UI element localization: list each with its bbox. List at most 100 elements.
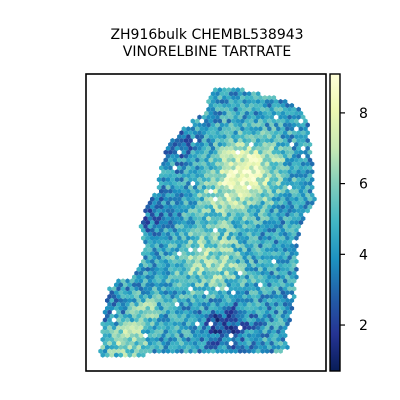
hexbin-cell (253, 329, 259, 335)
hexbin-cell (150, 212, 155, 218)
hexbin-cell (161, 177, 166, 183)
hexbin-cell (172, 344, 178, 350)
hexbin-cell (188, 177, 193, 183)
hexbin-cell (161, 192, 166, 198)
hexbin-cell (181, 243, 187, 249)
hexbin-cell (217, 251, 223, 257)
hexbin-cell (145, 274, 150, 280)
hexbin-cell (179, 348, 184, 354)
hexbin-cell (172, 329, 178, 335)
hexbin-cell (143, 348, 148, 354)
hexbin-cell (278, 169, 283, 175)
hexbin-cell (199, 243, 205, 249)
hexbin-cell (269, 192, 274, 198)
hexbin-cell (145, 336, 150, 343)
hexbin-cell (217, 87, 223, 93)
hexbin-cell (147, 208, 153, 214)
hexbin-cell (129, 278, 135, 284)
hexbin-cell (199, 313, 205, 319)
hexbin-cell (300, 122, 306, 128)
hexbin-cell (267, 344, 272, 350)
hexbin-cell (208, 251, 214, 257)
hexbin-cell (276, 329, 281, 335)
hexbin-cell (197, 184, 202, 190)
hexbin-cell (278, 333, 283, 339)
hexbin-cell (208, 165, 214, 171)
hexbin-cell (159, 173, 164, 179)
hexbin-cell (159, 258, 164, 265)
hexbin-cell (294, 173, 299, 179)
hexbin-cell (246, 301, 252, 307)
hexbin-cell (172, 336, 178, 343)
hexbin-cell (210, 348, 216, 354)
hexbin-cell (280, 165, 286, 171)
hexbin-cell (199, 126, 205, 132)
hexbin-cell (267, 243, 272, 249)
hexbin-cell (269, 231, 274, 237)
hexbin-cell (235, 126, 241, 132)
hexbin-cell (251, 200, 256, 206)
hexbin-layer (98, 87, 317, 358)
hexbin-cell (231, 141, 236, 148)
hexbin-cell (267, 157, 272, 163)
hexbin-cell (262, 95, 268, 101)
hexbin-cell (244, 243, 250, 249)
hexbin-cell (273, 130, 279, 136)
hexbin-cell (251, 223, 256, 229)
plot-frame (85, 73, 327, 372)
hexbin-cell (190, 165, 196, 171)
hexbin-cell (267, 251, 272, 257)
hexbin-cell (235, 196, 241, 202)
hexbin-cell (129, 333, 135, 339)
hexbin-cell (192, 223, 198, 229)
hexbin-cell (179, 239, 184, 245)
hexbin-cell (192, 340, 198, 346)
hexbin-cell (255, 223, 261, 229)
hexbin-cell (289, 196, 295, 202)
hexbin-cell (276, 180, 281, 187)
hexbin-cell (217, 290, 223, 296)
hexbin-cell (145, 204, 150, 210)
hexbin-cell (278, 200, 283, 206)
hexbin-cell (224, 333, 229, 339)
hexbin-cell (172, 297, 178, 304)
hexbin-cell (244, 329, 250, 335)
hexbin-cell (147, 278, 153, 284)
hexbin-cell (222, 243, 227, 249)
hexbin-cell (249, 204, 254, 210)
hexbin-cell (273, 208, 279, 214)
hexbin-cell (280, 180, 286, 187)
hexbin-cell (269, 145, 274, 151)
hexbin-cell (204, 204, 209, 210)
hexbin-cell (258, 321, 263, 327)
hexbin-cell (177, 258, 182, 265)
hexbin-cell (291, 145, 297, 151)
hexbin-cell (255, 317, 261, 323)
hexbin-cell (125, 325, 130, 331)
hexbin-cell (296, 161, 301, 167)
hexbin-cell (109, 329, 114, 335)
hexbin-cell (134, 278, 139, 284)
hexbin-cell (240, 321, 245, 327)
hexbin-cell (262, 165, 268, 171)
hexbin-cell (210, 169, 216, 175)
hexbin-cell (168, 149, 173, 155)
hexbin-cell (165, 255, 171, 261)
hexbin-cell (300, 184, 306, 190)
hexbin-cell (215, 184, 220, 190)
hexbin-cell (150, 251, 155, 257)
hexbin-cell (253, 251, 259, 257)
hexbin-cell (129, 340, 135, 346)
hexbin-cell (217, 297, 223, 304)
hexbin-cell (201, 270, 207, 276)
hexbin-cell (195, 336, 200, 343)
hexbin-cell (192, 294, 198, 300)
hexbin-cell (278, 255, 283, 261)
hexbin-cell (138, 223, 144, 229)
hexbin-cell (123, 313, 128, 319)
hexbin-cell (289, 290, 295, 296)
hexbin-cell (262, 251, 268, 257)
hexbin-cell (291, 122, 297, 128)
hexbin-cell (152, 301, 157, 307)
hexbin-cell (273, 106, 279, 112)
